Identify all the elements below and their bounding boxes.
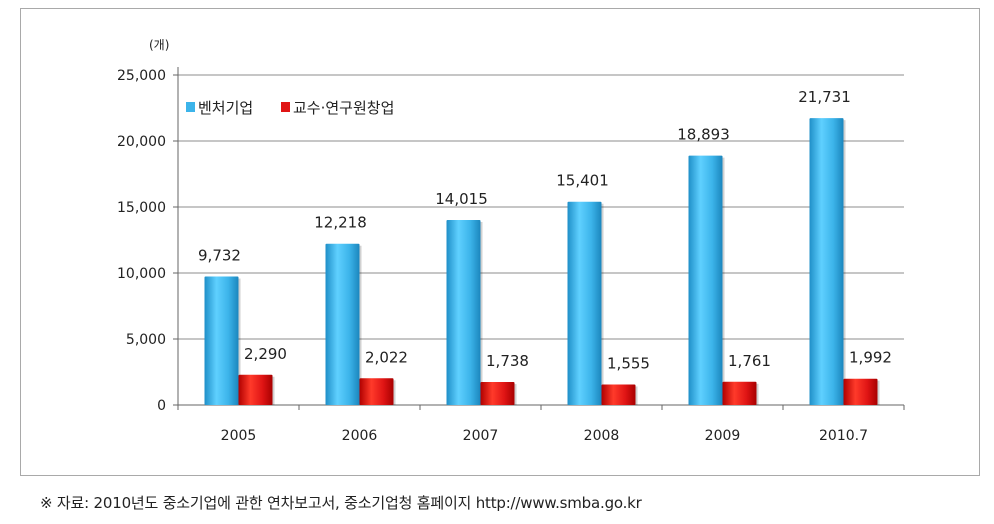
bar-professor [238,374,273,405]
data-label: 1,738 [486,352,529,370]
x-tick-label: 2006 [342,428,378,444]
bar-professor [480,382,515,405]
x-tick-label: 2005 [221,428,257,444]
legend-swatch-professor [281,102,290,112]
y-tick-label: 20,000 [117,134,166,150]
data-label: 1,555 [607,354,650,372]
data-label: 1,992 [849,349,892,367]
legend-label-professor: 교수·연구원창업 [293,99,394,117]
data-label: 12,218 [314,214,367,232]
bar-venture [204,276,239,405]
bar-chart: (개) 0 5,000 10,000 15,000 20,000 25,000 2005 20… [117,38,905,444]
x-tick-label: 2010.7 [819,428,868,444]
bar-venture [809,118,844,405]
y-tick-label: 15,000 [117,200,166,216]
data-label: 14,015 [435,190,488,208]
y-tick-label: 5,000 [126,332,166,348]
legend-label-venture: 벤처기업 [198,99,253,117]
bar-professor [843,378,878,405]
source-note: ※ 자료: 2010년도 중소기업에 관한 연차보고서, 중소기업청 홈페이지 … [40,494,642,512]
bar-venture [688,155,723,405]
data-label: 18,893 [677,126,730,144]
x-tick-label: 2008 [584,428,620,444]
y-unit-label: (개) [149,38,169,52]
y-tick-label: 25,000 [117,68,166,84]
bar-professor [722,381,757,405]
chart-frame: (개) 0 5,000 10,000 15,000 20,000 25,000 2005 20… [20,8,980,476]
data-label: 2,290 [244,345,287,363]
bar-venture [446,220,481,405]
data-label: 1,761 [728,352,771,370]
data-label: 15,401 [556,172,609,190]
bar-professor [359,378,394,405]
data-label: 9,732 [198,247,241,265]
bar-professor [601,384,636,405]
legend-swatch-venture [186,102,195,112]
data-label: 21,731 [798,88,851,106]
x-tick-label: 2007 [463,428,499,444]
data-label: 2,022 [365,348,408,366]
bar-venture [325,243,360,405]
y-tick-label: 10,000 [117,266,166,282]
x-tick-label: 2009 [705,428,741,444]
y-tick-label: 0 [157,398,166,414]
bar-venture [567,201,602,405]
